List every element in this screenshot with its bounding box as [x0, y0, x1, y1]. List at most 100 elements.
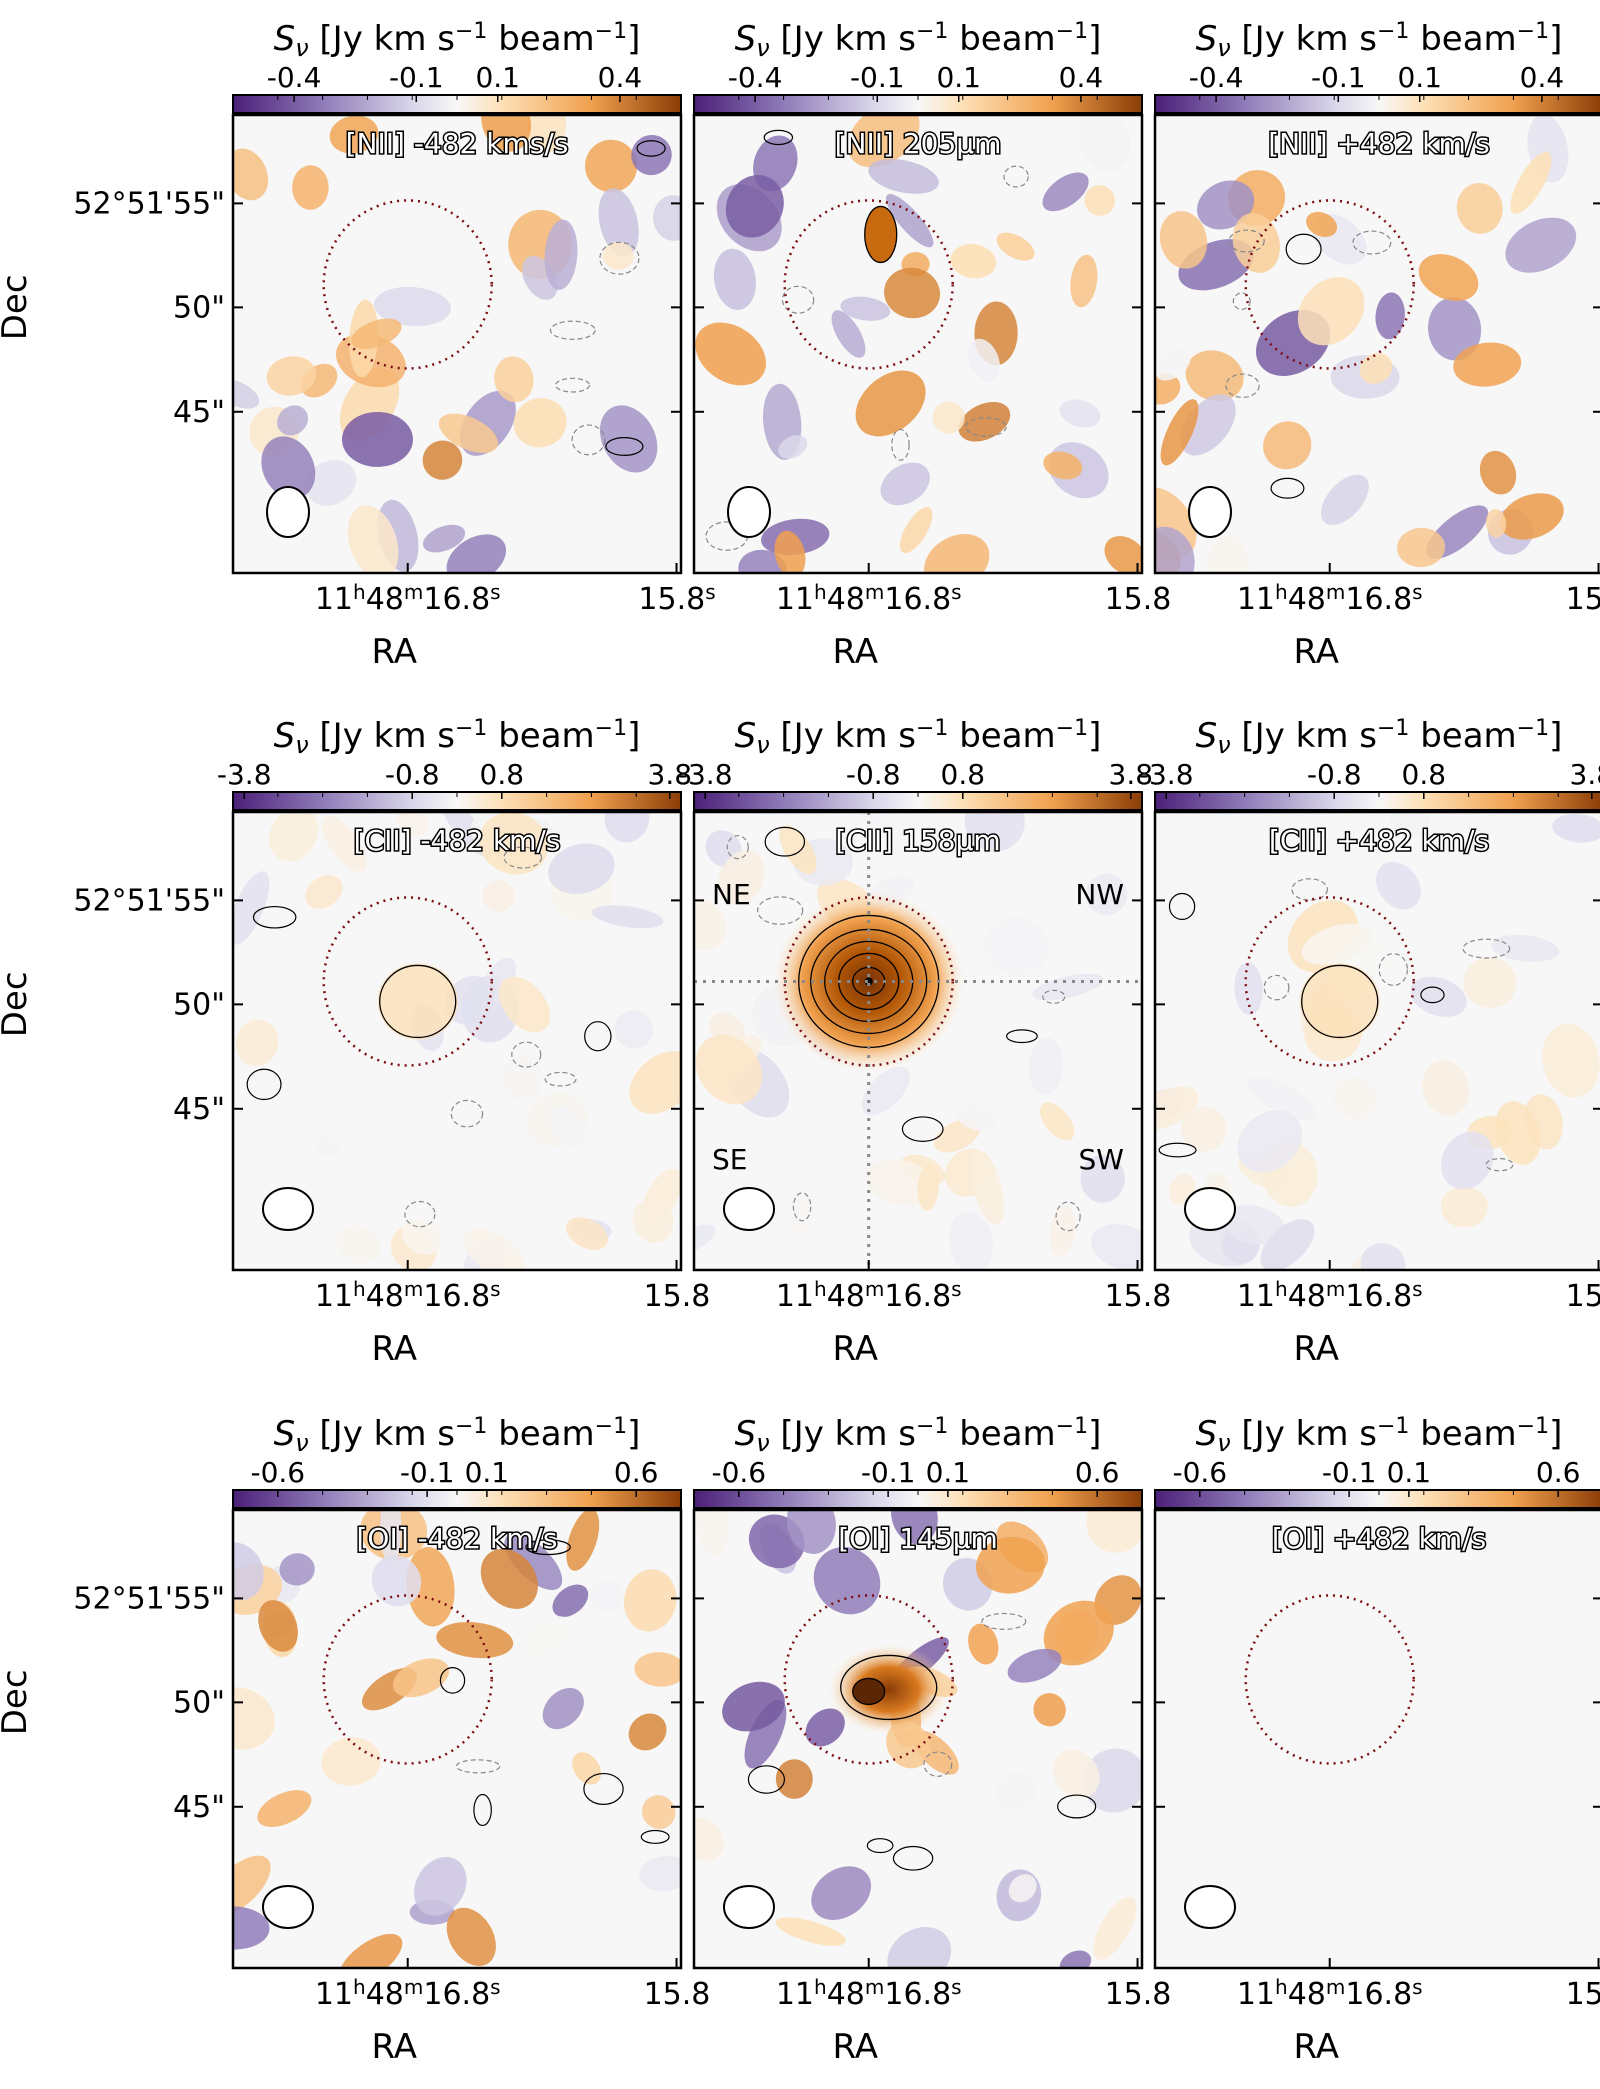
- noise-blob: [279, 1553, 315, 1586]
- noise-blob: [598, 188, 639, 257]
- colorbar-tick-label: -0.4: [267, 61, 322, 94]
- noise-blob: [641, 1795, 676, 1829]
- colorbar-tick-label: -0.6: [250, 1456, 305, 1489]
- panel-7: [OI] -482 km/s -0.6 -0.1 0.1 0.6Sν [Jy km s−…: [0, 1414, 710, 2067]
- noise-blob: [1306, 211, 1338, 237]
- colorbar-tick-label: 0.6: [614, 1456, 659, 1489]
- noise-blob: [321, 815, 367, 872]
- noise-blob: [623, 1569, 677, 1632]
- noise-map: [694, 812, 1142, 1270]
- noise-blob: [722, 1681, 785, 1732]
- noise-blob: [1333, 1077, 1378, 1120]
- noise-blob: [932, 401, 965, 434]
- noise-blob: [967, 338, 1000, 382]
- noise-map: [233, 812, 681, 1270]
- noise-blob: [786, 1510, 836, 1554]
- negative-contour: [555, 377, 591, 393]
- panel-frame: [231, 810, 683, 1272]
- negative-contour: [1232, 292, 1251, 311]
- noise-blob: [632, 1198, 674, 1244]
- noise-blob: [268, 812, 319, 862]
- noise-blob: [436, 1622, 514, 1659]
- noise-blob: [549, 1105, 586, 1147]
- beam-ellipse: [1184, 1885, 1236, 1929]
- noise-blob: [856, 812, 888, 840]
- noise-blob: [1427, 297, 1482, 361]
- noise-blob: [446, 534, 507, 573]
- x-tick-label-center: 11h48m16.8s: [1237, 1975, 1423, 2012]
- noise-blob: [336, 1225, 381, 1263]
- colorbar-tick-label: -3.8: [1139, 758, 1194, 791]
- beam-ellipse: [1188, 486, 1232, 538]
- x-axis-label: RA: [372, 632, 418, 672]
- positive-contour: [636, 140, 666, 157]
- noise-blob: [1232, 213, 1280, 273]
- noise-blob: [414, 1856, 467, 1916]
- noise-blob: [1259, 812, 1285, 842]
- aperture-circle: [783, 896, 954, 1067]
- colorbar-tick-label: 0.4: [1059, 61, 1104, 94]
- x-tick-label-center: 11h48m16.8s: [315, 580, 501, 617]
- noise-blob: [548, 843, 615, 895]
- colorbar-tick-label: 3.8: [1109, 758, 1154, 791]
- noise-blob: [313, 1136, 342, 1158]
- noise-blob: [1185, 350, 1244, 402]
- positive-contour: [1270, 477, 1305, 499]
- noise-blob: [847, 115, 920, 168]
- negative-contour: [1263, 974, 1290, 1001]
- noise-blob: [445, 976, 496, 1025]
- colorbar-tick-label: -0.6: [711, 1456, 766, 1489]
- noise-blob: [257, 1790, 312, 1827]
- noise-blob: [235, 1019, 279, 1067]
- panel-frame: [692, 113, 1144, 575]
- noise-blob: [552, 1584, 589, 1618]
- negative-contour: [1485, 1158, 1514, 1172]
- negative-contour: [726, 835, 749, 860]
- positive-contour: [866, 1838, 894, 1854]
- colorbar-label: Sν [Jy km s−1 beam−1]: [1196, 19, 1563, 62]
- negative-contour: [757, 896, 804, 925]
- colorbar-tick-label: -3.8: [217, 758, 272, 791]
- aperture-circle: [322, 199, 493, 370]
- noise-blob: [1104, 536, 1142, 573]
- noise-blob: [738, 549, 788, 573]
- noise-blob: [305, 460, 357, 506]
- panel-title: [OI] +482 km/s: [1272, 1522, 1486, 1555]
- positive-contour: [605, 437, 644, 456]
- y-tick-label: 45": [173, 1790, 225, 1825]
- negative-contour: [1003, 165, 1029, 188]
- noise-blob: [958, 401, 1011, 442]
- noise-blob: [590, 1579, 625, 1612]
- noise-blob: [565, 1217, 608, 1250]
- x-tick-label-center: 11h48m16.8s: [315, 1975, 501, 2012]
- noise-blob: [1180, 1106, 1227, 1152]
- noise-blob: [513, 398, 567, 448]
- noise-blob: [1208, 533, 1249, 573]
- colorbar-tick-label: 0.1: [475, 61, 520, 94]
- noise-blob: [526, 115, 567, 153]
- beam-ellipse: [262, 1187, 314, 1231]
- colorbar-tick-label: -0.1: [861, 1456, 916, 1489]
- noise-blob: [401, 1219, 443, 1255]
- noise-blob: [831, 310, 866, 358]
- colorbar-label: Sν [Jy km s−1 beam−1]: [735, 19, 1102, 62]
- noise-blob: [1359, 353, 1393, 384]
- x-axis-label: RA: [1294, 632, 1340, 672]
- positive-contour: [1285, 233, 1322, 265]
- noise-blob: [266, 356, 317, 396]
- panel-frame: [692, 810, 1144, 1272]
- aperture-circle: [322, 896, 493, 1067]
- x-axis-label: RA: [1294, 2027, 1340, 2067]
- colorbar-label: Sν [Jy km s−1 beam−1]: [274, 716, 641, 759]
- noise-blob: [1007, 1648, 1062, 1683]
- colorbar-tick-label: -0.8: [846, 758, 901, 791]
- positive-contour: [747, 1765, 786, 1794]
- x-axis-label: RA: [833, 1329, 879, 1369]
- colorbar-label: Sν [Jy km s−1 beam−1]: [735, 716, 1102, 759]
- noise-blob: [604, 812, 650, 843]
- noise-blob: [422, 524, 466, 553]
- positive-contour: [583, 1772, 624, 1805]
- colorbar-tick-label: -0.1: [850, 61, 905, 94]
- noise-blob: [502, 1055, 543, 1103]
- noise-blob: [891, 1510, 938, 1545]
